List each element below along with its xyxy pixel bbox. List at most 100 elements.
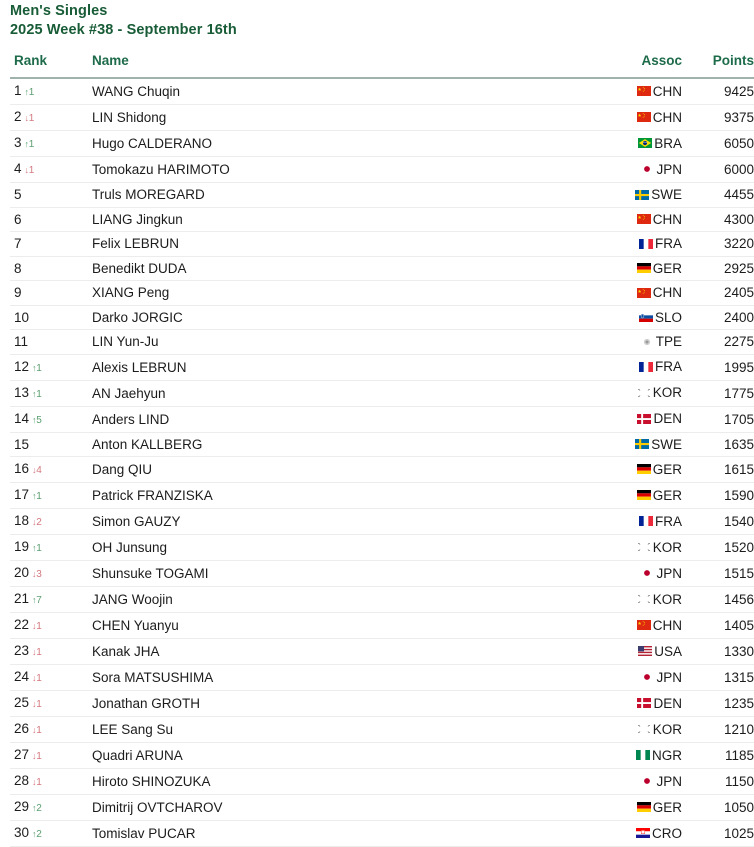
cell-rank: 8 <box>10 256 82 281</box>
table-row[interactable]: 11 LIN Yun-Ju TPE 2275 <box>10 329 754 355</box>
cell-player-name[interactable]: Kanak JHA <box>82 638 602 665</box>
cell-player-name[interactable]: Hugo CALDERANO <box>82 130 602 157</box>
cell-player-name[interactable]: LIANG Jingkun <box>82 207 602 232</box>
assoc-code: FRA <box>655 359 682 375</box>
table-row[interactable]: 17 ↑1 Patrick FRANZISKA GER 1590 <box>10 482 754 509</box>
table-row[interactable]: 20 ↓3 Shunsuke TOGAMI JPN 1515 <box>10 560 754 587</box>
table-row[interactable]: 13 ↑1 AN Jaehyun KOR 1775 <box>10 380 754 407</box>
table-row[interactable]: 29 ↑2 Dimitrij OVTCHAROV GER 1050 <box>10 794 754 821</box>
cell-player-name[interactable]: JANG Woojin <box>82 586 602 613</box>
assoc-code: JPN <box>656 773 682 789</box>
table-row[interactable]: 24 ↓1 Sora MATSUSHIMA JPN 1315 <box>10 664 754 691</box>
cell-player-name[interactable]: OH Junsung <box>82 534 602 561</box>
cell-assoc: SWE <box>602 432 684 457</box>
column-header-rank[interactable]: Rank <box>10 47 82 79</box>
column-header-assoc[interactable]: Assoc <box>602 47 684 79</box>
table-row[interactable]: 9 XIANG Peng CHN 2405 <box>10 280 754 306</box>
table-header: Rank Name Assoc Points <box>10 47 754 79</box>
table-row[interactable]: 30 ↑2 Tomislav PUCAR CRO 1025 <box>10 820 754 847</box>
rank-down-arrow-icon: ↓1 <box>32 647 42 658</box>
rank-down-arrow-icon: ↓2 <box>32 517 42 528</box>
table-row[interactable]: 6 LIANG Jingkun CHN 4300 <box>10 207 754 232</box>
table-row[interactable]: 19 ↑1 OH Junsung KOR 1520 <box>10 534 754 561</box>
cell-points: 4455 <box>684 182 754 208</box>
rank-down-arrow-icon: ↓1 <box>32 725 42 736</box>
column-header-points[interactable]: Points <box>684 47 754 79</box>
table-row[interactable]: 8 Benedikt DUDA GER 2925 <box>10 256 754 281</box>
cell-player-name[interactable]: Benedikt DUDA <box>82 256 602 281</box>
assoc-wrapper: KOR <box>636 588 682 611</box>
assoc-wrapper: BRA <box>638 132 682 155</box>
cell-player-name[interactable]: LIN Yun-Ju <box>82 329 602 355</box>
cell-player-name[interactable]: AN Jaehyun <box>82 380 602 407</box>
cell-player-name[interactable]: Tomokazu HARIMOTO <box>82 156 602 183</box>
cell-points: 1235 <box>684 690 754 717</box>
cell-points: 1330 <box>684 638 754 665</box>
table-row[interactable]: 26 ↓1 LEE Sang Su KOR 1210 <box>10 716 754 743</box>
cell-player-name[interactable]: Jonathan GROTH <box>82 690 602 717</box>
cell-rank: 13 ↑1 <box>10 380 82 407</box>
column-header-name[interactable]: Name <box>82 47 602 79</box>
cell-player-name[interactable]: LEE Sang Su <box>82 716 602 743</box>
rank-number: 10 <box>14 309 30 325</box>
table-row[interactable]: 21 ↑7 JANG Woojin KOR 1456 <box>10 586 754 613</box>
cell-player-name[interactable]: LIN Shidong <box>82 104 602 131</box>
rank-number: 29 <box>14 799 30 814</box>
cell-player-name[interactable]: CHEN Yuanyu <box>82 612 602 639</box>
cell-player-name[interactable]: Patrick FRANZISKA <box>82 482 602 509</box>
table-row[interactable]: 1 ↑1 WANG Chuqin CHN 9425 <box>10 78 754 105</box>
cell-player-name[interactable]: WANG Chuqin <box>82 78 602 105</box>
page-title-block: Men's Singles 2025 Week #38 - September … <box>10 0 748 40</box>
cell-assoc: DEN <box>602 690 684 717</box>
table-row[interactable]: 14 ↑5 Anders LIND DEN 1705 <box>10 406 754 433</box>
cell-assoc: KOR <box>602 534 684 561</box>
rankings-table: Rank Name Assoc Points 1 ↑1 WANG Chuqin CHN… <box>10 47 754 847</box>
cell-rank: 11 <box>10 329 82 355</box>
cell-player-name[interactable]: Shunsuke TOGAMI <box>82 560 602 587</box>
flag-kor-icon <box>636 387 651 398</box>
cell-player-name[interactable]: Anders LIND <box>82 406 602 433</box>
cell-player-name[interactable]: Darko JORGIC <box>82 305 602 330</box>
table-row[interactable]: 18 ↓2 Simon GAUZY FRA 1540 <box>10 508 754 535</box>
table-row[interactable]: 5 Truls MOREGARD SWE 4455 <box>10 182 754 208</box>
cell-player-name[interactable]: Alexis LEBRUN <box>82 354 602 381</box>
table-row[interactable]: 3 ↑1 Hugo CALDERANO BRA 6050 <box>10 130 754 157</box>
cell-player-name[interactable]: Simon GAUZY <box>82 508 602 535</box>
rank-delta-value: 1 <box>28 139 35 150</box>
rank-number: 5 <box>14 187 22 203</box>
rank-number: 19 <box>14 539 30 554</box>
table-row[interactable]: 12 ↑1 Alexis LEBRUN FRA 1995 <box>10 354 754 381</box>
cell-player-name[interactable]: Anton KALLBERG <box>82 432 602 457</box>
cell-rank: 2 ↓1 <box>10 104 82 131</box>
table-row[interactable]: 28 ↓1 Hiroto SHINOZUKA JPN 1150 <box>10 768 754 795</box>
cell-player-name[interactable]: Hiroto SHINOZUKA <box>82 768 602 795</box>
table-row[interactable]: 25 ↓1 Jonathan GROTH DEN 1235 <box>10 690 754 717</box>
assoc-wrapper: SWE <box>635 183 682 206</box>
cell-player-name[interactable]: Sora MATSUSHIMA <box>82 664 602 691</box>
rank-down-arrow-icon: ↓1 <box>24 113 35 124</box>
cell-player-name[interactable]: Felix LEBRUN <box>82 231 602 257</box>
cell-player-name[interactable]: Truls MOREGARD <box>82 182 602 208</box>
table-row[interactable]: 4 ↓1 Tomokazu HARIMOTO JPN 6000 <box>10 156 754 183</box>
cell-rank: 23 ↓1 <box>10 638 82 665</box>
cell-player-name[interactable]: Dimitrij OVTCHAROV <box>82 794 602 821</box>
rank-delta-value: 1 <box>36 777 42 788</box>
assoc-wrapper: JPN <box>640 770 682 793</box>
table-row[interactable]: 7 Felix LEBRUN FRA 3220 <box>10 231 754 257</box>
table-row[interactable]: 10 Darko JORGIC SLO 2400 <box>10 305 754 330</box>
cell-player-name[interactable]: Tomislav PUCAR <box>82 820 602 847</box>
table-row[interactable]: 23 ↓1 Kanak JHA USA 1330 <box>10 638 754 665</box>
cell-player-name[interactable]: Quadri ARUNA <box>82 742 602 769</box>
table-row[interactable]: 15 Anton KALLBERG SWE 1635 <box>10 432 754 457</box>
cell-points: 1150 <box>684 768 754 795</box>
table-row[interactable]: 2 ↓1 LIN Shidong CHN 9375 <box>10 104 754 131</box>
cell-assoc: GER <box>602 794 684 821</box>
table-row[interactable]: 27 ↓1 Quadri ARUNA NGR 1185 <box>10 742 754 769</box>
table-row[interactable]: 16 ↓4 Dang QIU GER 1615 <box>10 456 754 483</box>
assoc-wrapper: CHN <box>636 208 682 231</box>
cell-player-name[interactable]: XIANG Peng <box>82 280 602 306</box>
table-row[interactable]: 22 ↓1 CHEN Yuanyu CHN 1405 <box>10 612 754 639</box>
cell-assoc: KOR <box>602 716 684 743</box>
cell-player-name[interactable]: Dang QIU <box>82 456 602 483</box>
assoc-code: FRA <box>655 513 682 529</box>
